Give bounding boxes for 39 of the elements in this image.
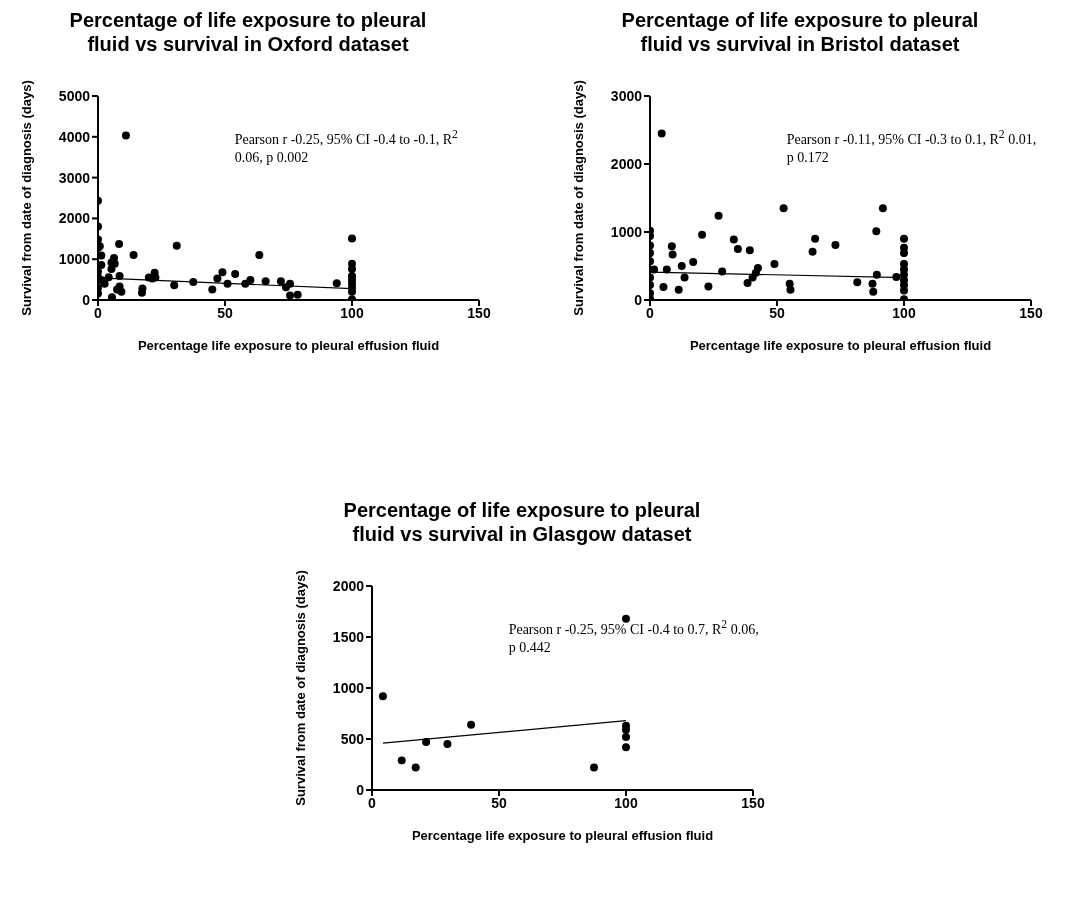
text: Pearson r -0.25, 95% CI -0.4 to -0.1, R$^{2}$ 0.06, p 0.002	[234, 128, 458, 166]
y-axis-title: Survival from date of diagnosis (days)	[292, 570, 308, 806]
x-axis-title: Percentage life exposure to pleural effusion fluid	[689, 338, 992, 353]
x-tick-label: 50	[769, 304, 785, 321]
x-axis-title: Percentage life exposure to pleural effusion fluid	[137, 338, 440, 353]
x-tick-label: 100	[340, 304, 364, 321]
x-tick-label: 100	[892, 304, 916, 321]
chart-title: Percentage of life exposure to pleural fluid vs survival in Glasgow dataset	[342, 498, 702, 546]
text: Pearson r -0.25, 95% CI -0.4 to 0.7, R$^{2}$ 0.06, p 0.442	[508, 618, 759, 656]
chart-title: Percentage of life exposure to pleural fluid vs survival in Bristol dataset	[620, 8, 980, 56]
y-tick-label: 3000	[58, 169, 91, 186]
y-tick-label: 4000	[58, 128, 91, 145]
y-tick-label: 1000	[332, 679, 365, 696]
y-tick-label: 5000	[58, 87, 91, 104]
x-tick-label: 50	[217, 304, 233, 321]
y-tick-label: 0	[634, 291, 643, 308]
x-axis-title: Percentage life exposure to pleural effusion fluid	[411, 828, 714, 843]
y-tick-label: 1000	[610, 223, 643, 240]
x-tick-label: 150	[1019, 304, 1043, 321]
x-tick-label: 0	[94, 304, 103, 321]
y-tick-label: 2000	[58, 210, 91, 227]
y-tick-label: 0	[356, 781, 365, 798]
x-tick-label: 150	[741, 794, 765, 811]
y-tick-label: 500	[340, 730, 365, 747]
y-tick-label: 3000	[610, 87, 643, 104]
y-axis-title: Survival from date of diagnosis (days)	[18, 80, 34, 316]
y-tick-label: 1000	[58, 251, 91, 268]
x-tick-label: 0	[368, 794, 377, 811]
x-tick-label: 50	[491, 794, 507, 811]
y-tick-label: 2000	[332, 577, 365, 594]
x-tick-label: 100	[614, 794, 638, 811]
y-tick-label: 1500	[332, 628, 365, 645]
x-tick-label: 0	[646, 304, 655, 321]
y-axis-title: Survival from date of diagnosis (days)	[570, 80, 586, 316]
y-tick-label: 0	[82, 291, 91, 308]
chart-title: Percentage of life exposure to pleural fluid vs survival in Oxford dataset	[68, 8, 428, 56]
y-tick-label: 2000	[610, 155, 643, 172]
text: Pearson r -0.11, 95% CI -0.3 to 0.1, R$^{2}$ 0.01, p 0.172	[786, 128, 1037, 166]
x-tick-label: 150	[467, 304, 491, 321]
